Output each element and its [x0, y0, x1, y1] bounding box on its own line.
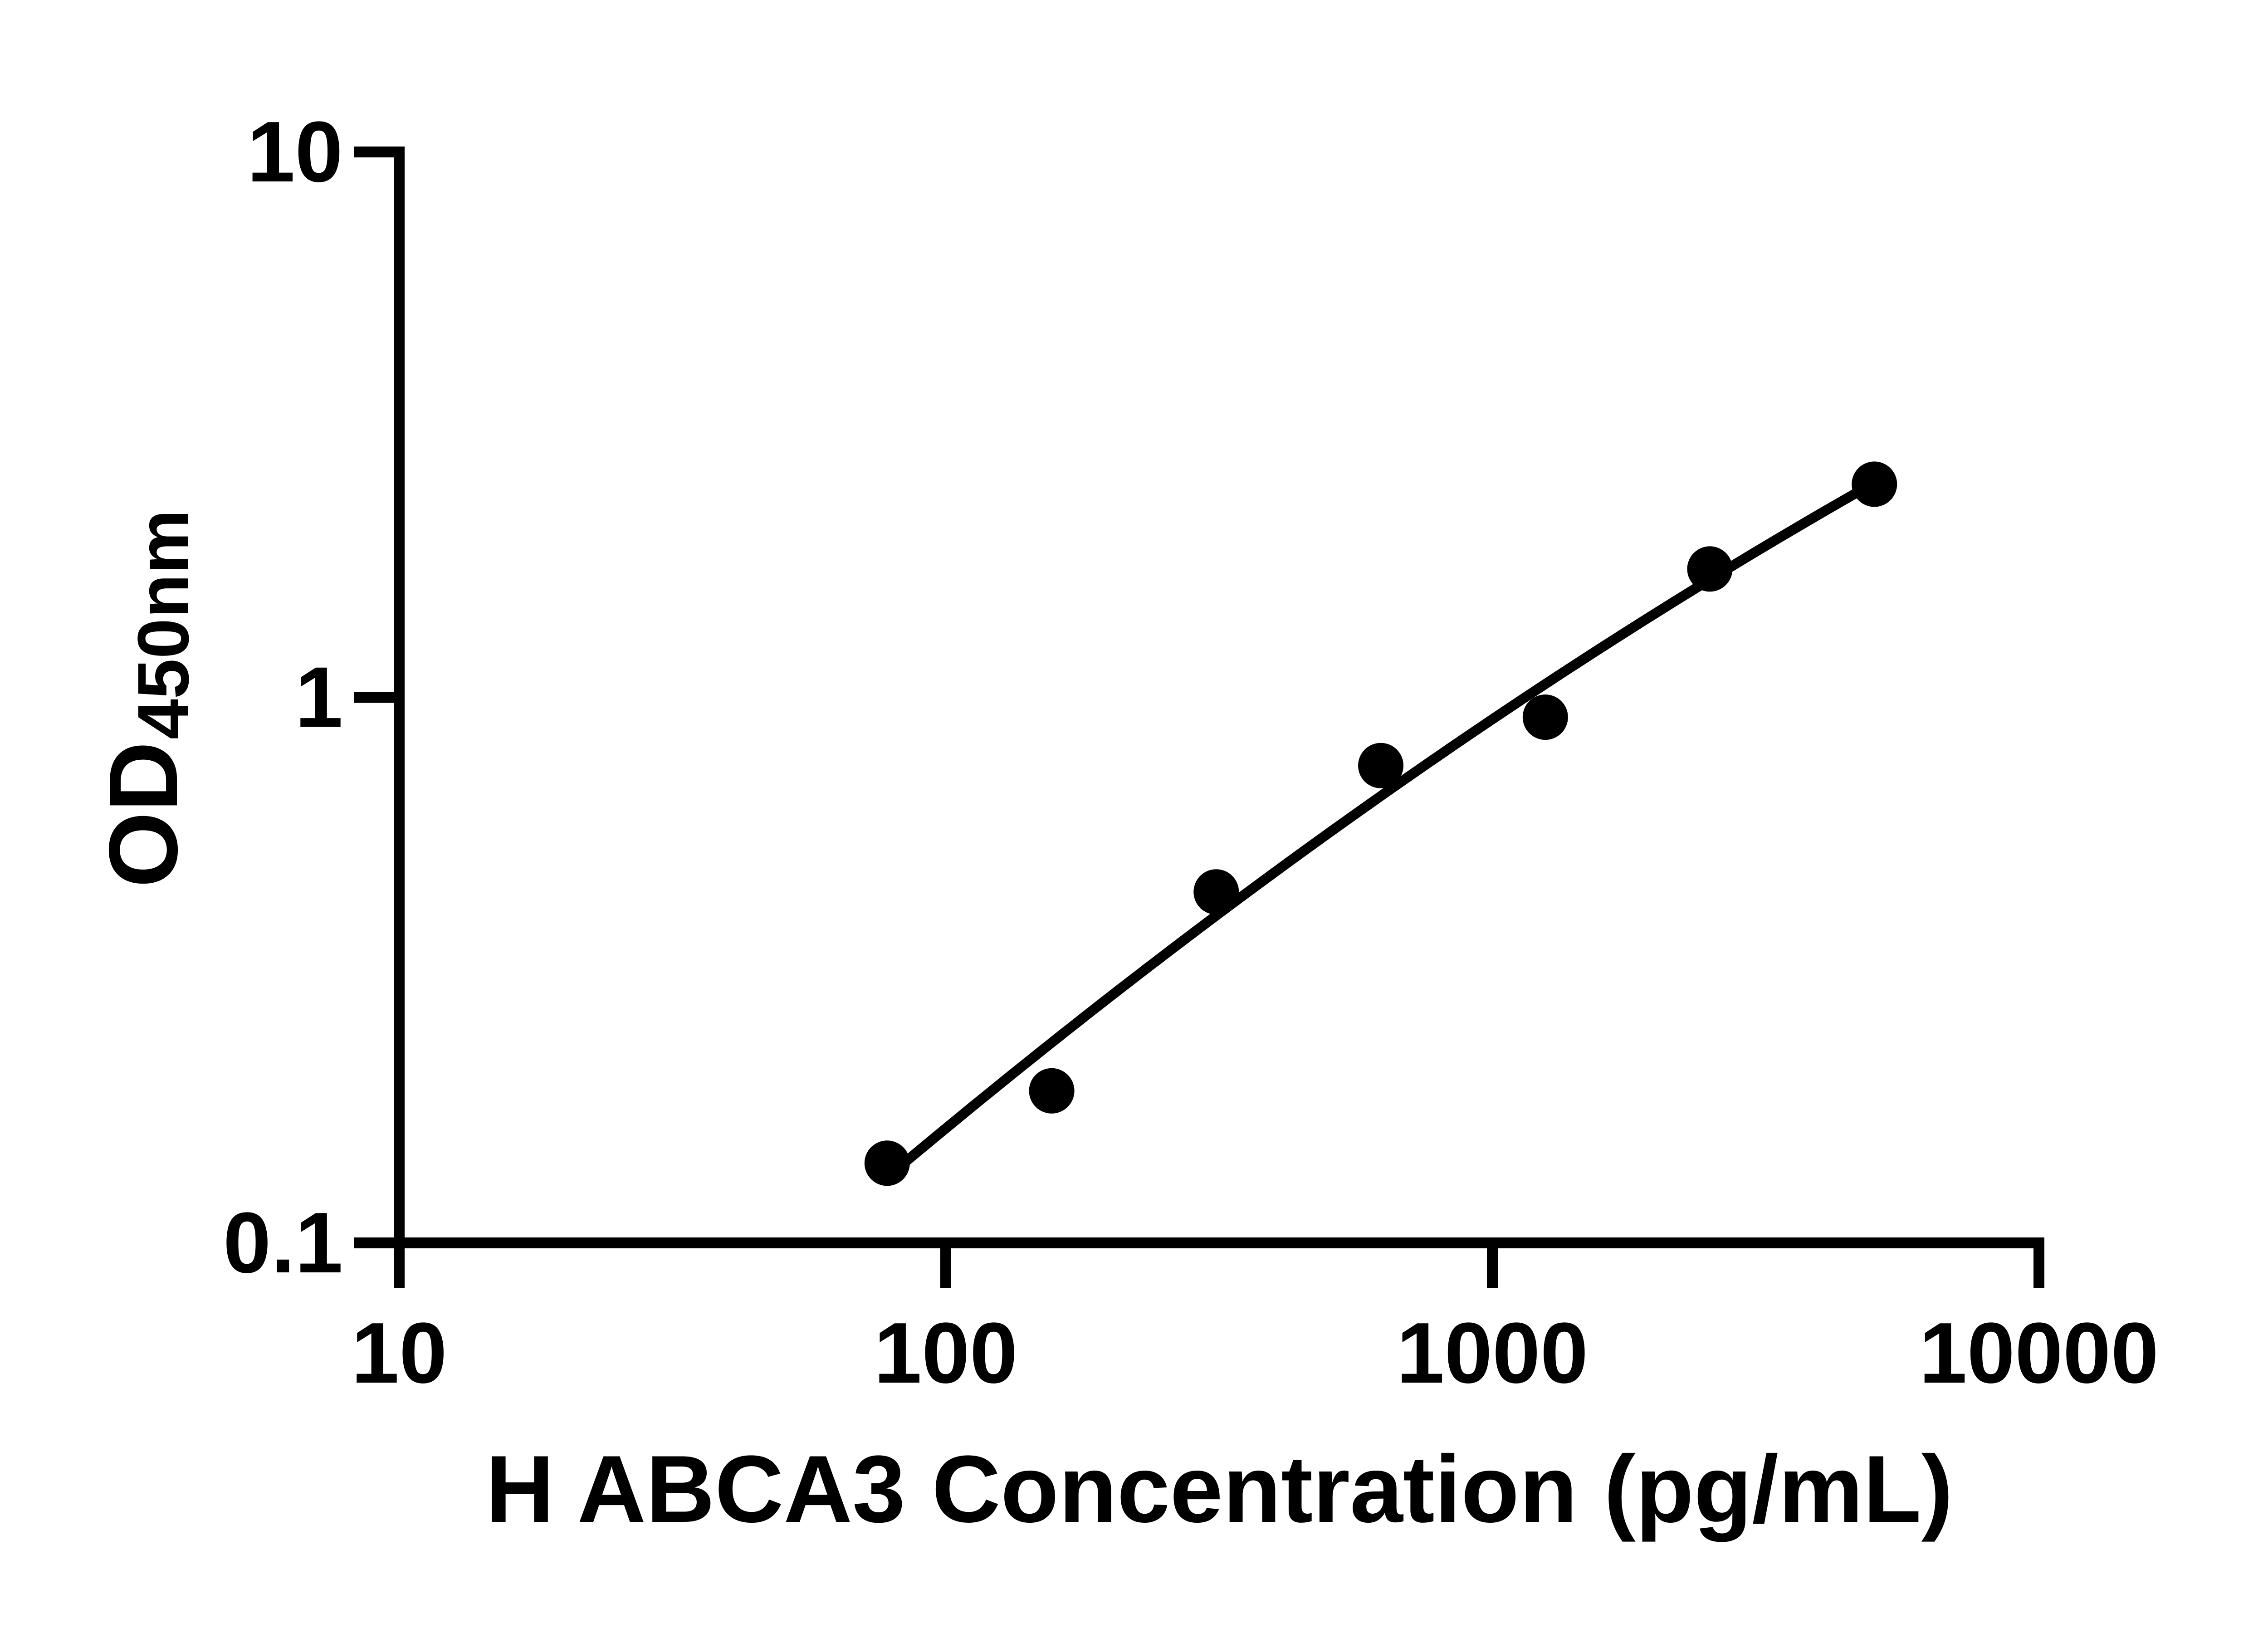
- data-point-marker: [864, 1140, 910, 1186]
- data-point-marker: [1029, 1068, 1075, 1114]
- x-tick-label: 10000: [1919, 1305, 2159, 1401]
- data-point-marker: [1358, 743, 1404, 788]
- data-point-marker: [1193, 869, 1239, 915]
- y-axis-title-subscript: 450nm: [122, 509, 204, 739]
- data-point-marker: [1522, 694, 1568, 740]
- y-axis-title-main: OD: [88, 741, 198, 888]
- y-tick-label: 10: [247, 104, 343, 200]
- data-point-marker: [1687, 546, 1733, 592]
- y-tick-label: 0.1: [223, 1195, 343, 1291]
- fit-curve-line: [882, 477, 1880, 1183]
- axes: [354, 147, 2044, 1288]
- y-axis-title: OD 450nm: [88, 509, 204, 888]
- x-tick-label: 1000: [1397, 1305, 1589, 1401]
- x-tick-label: 100: [874, 1305, 1017, 1401]
- x-tick-label: 10: [351, 1305, 447, 1401]
- data-point-marker: [1852, 461, 1897, 507]
- data-points: [864, 461, 1897, 1186]
- y-tick-label: 1: [295, 650, 343, 746]
- x-axis-title: H ABCA3 Concentration (pg/mL): [485, 1436, 1953, 1542]
- tick-labels: 0.1 1 10 10 100 1000 10000: [223, 104, 2159, 1401]
